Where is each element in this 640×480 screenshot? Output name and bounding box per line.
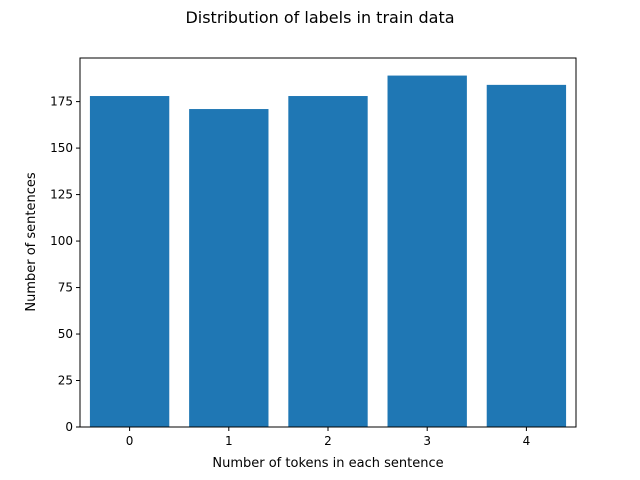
y-ticks-group: 0 25 50 75 100 125 150 175 [50, 95, 80, 434]
bar-3 [387, 75, 467, 428]
plot-frame [79, 57, 577, 428]
x-tick-label: 1 [225, 434, 233, 448]
y-tick-label: 175 [50, 95, 73, 109]
y-tick-label: 0 [65, 420, 73, 434]
bar-4 [486, 84, 567, 428]
y-tick-label: 150 [50, 141, 73, 155]
y-tick-label: 100 [50, 234, 73, 248]
x-ticks-group: 0 1 2 3 4 [126, 427, 530, 448]
bar-0 [89, 96, 170, 428]
x-tick-label: 0 [126, 434, 134, 448]
y-tick-label: 50 [58, 327, 73, 341]
x-tick-label: 2 [324, 434, 332, 448]
y-tick-label: 75 [58, 281, 73, 295]
x-tick-label: 4 [523, 434, 531, 448]
y-tick-label: 25 [58, 374, 73, 388]
x-tick-label: 3 [423, 434, 431, 448]
chart-title: Distribution of labels in train data [185, 8, 454, 27]
bar-2 [288, 96, 368, 428]
y-axis-label: Number of sentences [24, 172, 39, 312]
x-axis-label: Number of tokens in each sentence [212, 456, 443, 471]
bar-1 [189, 109, 269, 427]
bars-group [89, 75, 567, 428]
y-tick-label: 125 [50, 188, 73, 202]
